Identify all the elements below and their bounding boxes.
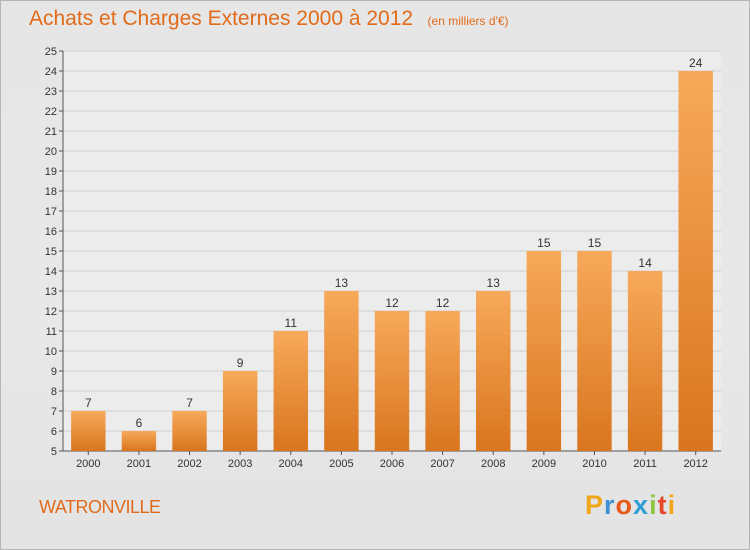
- bar-value-label: 13: [487, 276, 501, 290]
- bar-value-label: 12: [385, 296, 399, 310]
- y-tick-label: 7: [51, 406, 57, 418]
- x-tick-label: 2001: [127, 458, 151, 470]
- bar: [476, 291, 511, 451]
- x-tick-label: 2004: [279, 458, 303, 470]
- y-tick-label: 5: [51, 446, 57, 458]
- y-tick-label: 20: [45, 146, 57, 158]
- y-tick-label: 13: [45, 286, 57, 298]
- bar-value-label: 14: [638, 256, 652, 270]
- x-tick-label: 2008: [481, 458, 505, 470]
- y-tick-label: 11: [46, 326, 57, 338]
- brand-letter: t: [657, 490, 668, 520]
- bar: [121, 431, 157, 451]
- x-tick-label: 2009: [532, 458, 556, 470]
- bar: [172, 411, 207, 451]
- x-tick-label: 2002: [177, 458, 201, 470]
- y-tick-label: 10: [45, 346, 57, 358]
- bar: [425, 311, 460, 451]
- y-tick-label: 9: [51, 366, 57, 378]
- bar: [71, 411, 106, 451]
- bar: [577, 251, 612, 451]
- brand-letter: i: [667, 490, 677, 520]
- city-name: WATRONVILLE: [39, 497, 161, 517]
- bar-value-label: 24: [689, 56, 703, 70]
- y-tick-label: 23: [45, 86, 57, 98]
- x-tick-label: 2012: [683, 458, 707, 470]
- bar-value-label: 15: [537, 236, 551, 250]
- brand-letter: x: [633, 490, 650, 520]
- bar: [374, 311, 410, 451]
- bar: [627, 271, 663, 451]
- x-tick-label: 2010: [582, 458, 606, 470]
- bar: [324, 291, 359, 451]
- bar-value-label: 7: [186, 396, 193, 410]
- bar-value-label: 9: [237, 356, 244, 370]
- y-tick-label: 17: [45, 206, 57, 218]
- x-tick-label: 2003: [228, 458, 252, 470]
- bar: [526, 251, 562, 451]
- x-tick-label: 2000: [76, 458, 100, 470]
- brand-letter: r: [604, 490, 616, 520]
- x-tick-label: 2011: [633, 458, 657, 470]
- chart-title: Achats et Charges Externes 2000 à 2012: [29, 7, 414, 30]
- brand-letter: o: [615, 490, 634, 520]
- bar-value-label: 11: [285, 316, 298, 330]
- brand-letter: i: [649, 490, 658, 520]
- proxiti-logo: Proxiti: [585, 490, 676, 521]
- y-tick-label: 19: [45, 166, 57, 178]
- bar-value-label: 7: [85, 396, 92, 410]
- x-tick-label: 2006: [380, 458, 404, 470]
- y-tick-label: 14: [45, 266, 57, 278]
- bar: [678, 71, 713, 451]
- y-tick-label: 12: [45, 306, 57, 318]
- title-row: Achats et Charges Externes 2000 à 2012 (…: [29, 7, 509, 31]
- y-tick-label: 8: [51, 386, 57, 398]
- y-tick-label: 18: [45, 186, 57, 198]
- chart-subtitle: (en milliers d'€): [427, 14, 509, 28]
- bar-value-label: 15: [588, 236, 602, 250]
- x-tick-label: 2007: [430, 458, 454, 470]
- bar-value-label: 12: [436, 296, 450, 310]
- y-tick-label: 21: [45, 126, 57, 138]
- y-tick-label: 16: [45, 226, 57, 238]
- x-tick-label: 2005: [329, 458, 353, 470]
- y-tick-label: 24: [45, 66, 57, 78]
- brand-letter: P: [585, 490, 605, 520]
- bar: [273, 331, 308, 451]
- y-tick-label: 15: [45, 246, 57, 258]
- y-tick-label: 6: [51, 426, 57, 438]
- bar-value-label: 6: [136, 416, 143, 430]
- bar-value-label: 13: [335, 276, 349, 290]
- y-tick-label: 25: [45, 46, 57, 58]
- y-tick-label: 22: [45, 106, 57, 118]
- bar: [222, 371, 258, 451]
